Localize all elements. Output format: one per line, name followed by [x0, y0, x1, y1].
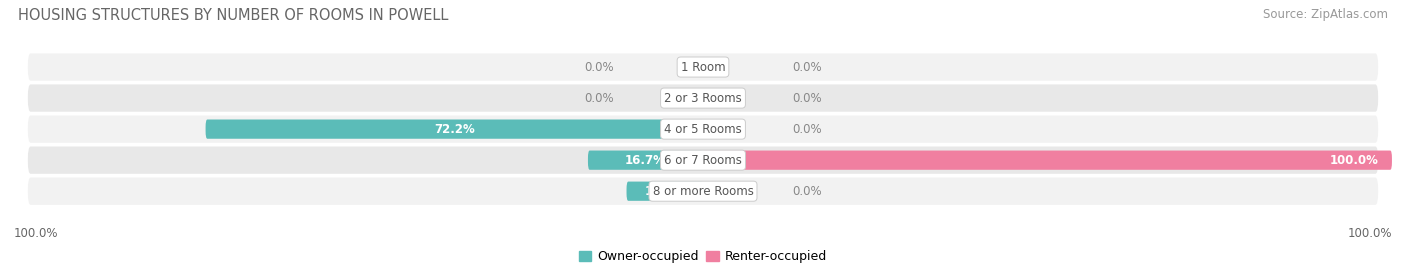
FancyBboxPatch shape — [28, 147, 1378, 174]
FancyBboxPatch shape — [627, 182, 703, 201]
Text: 8 or more Rooms: 8 or more Rooms — [652, 185, 754, 198]
Text: 0.0%: 0.0% — [793, 61, 823, 73]
Text: Source: ZipAtlas.com: Source: ZipAtlas.com — [1263, 8, 1388, 21]
FancyBboxPatch shape — [28, 53, 1378, 81]
Text: 11.1%: 11.1% — [644, 185, 685, 198]
Text: 4 or 5 Rooms: 4 or 5 Rooms — [664, 123, 742, 136]
Text: 100.0%: 100.0% — [1329, 154, 1378, 167]
Text: 0.0%: 0.0% — [793, 123, 823, 136]
Text: 0.0%: 0.0% — [583, 61, 613, 73]
Text: 1 Room: 1 Room — [681, 61, 725, 73]
Text: 72.2%: 72.2% — [434, 123, 475, 136]
Text: 0.0%: 0.0% — [793, 185, 823, 198]
Text: 100.0%: 100.0% — [14, 227, 59, 240]
Legend: Owner-occupied, Renter-occupied: Owner-occupied, Renter-occupied — [574, 245, 832, 268]
FancyBboxPatch shape — [205, 119, 703, 139]
FancyBboxPatch shape — [703, 151, 1392, 170]
FancyBboxPatch shape — [588, 151, 703, 170]
FancyBboxPatch shape — [28, 115, 1378, 143]
Text: 16.7%: 16.7% — [626, 154, 666, 167]
FancyBboxPatch shape — [28, 178, 1378, 205]
Text: 2 or 3 Rooms: 2 or 3 Rooms — [664, 91, 742, 105]
Text: HOUSING STRUCTURES BY NUMBER OF ROOMS IN POWELL: HOUSING STRUCTURES BY NUMBER OF ROOMS IN… — [18, 8, 449, 23]
Text: 6 or 7 Rooms: 6 or 7 Rooms — [664, 154, 742, 167]
Text: 0.0%: 0.0% — [793, 91, 823, 105]
FancyBboxPatch shape — [28, 84, 1378, 112]
Text: 0.0%: 0.0% — [583, 91, 613, 105]
Text: 100.0%: 100.0% — [1347, 227, 1392, 240]
